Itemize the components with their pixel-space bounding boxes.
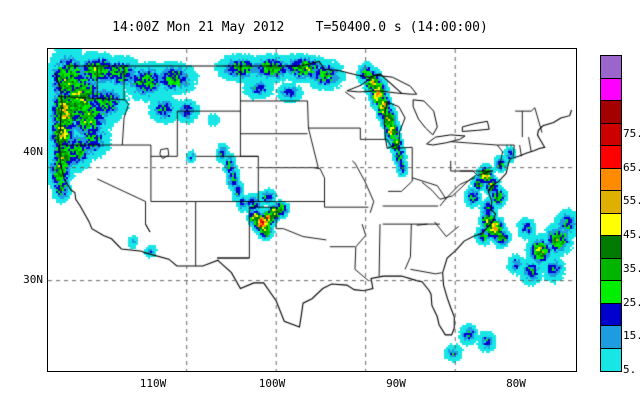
colorbar-band-45[interactable]: [601, 191, 621, 214]
map-plot-area[interactable]: [47, 48, 577, 372]
colorbar-label-35: 35.: [623, 261, 640, 275]
colorbar-labels: 5. 15. 25. 35. 45. 55. 65. 75.: [623, 46, 640, 386]
colorbar-band-10[interactable]: [601, 348, 621, 371]
colorbar-band-65[interactable]: [601, 101, 621, 124]
lat-tick-40n: 40N: [23, 145, 43, 158]
colorbar-band-20[interactable]: [601, 303, 621, 326]
colorbar-label-45: 45.: [623, 228, 640, 241]
lat-tick-30n: 30N: [23, 273, 43, 286]
colorbar-band-60[interactable]: [601, 123, 621, 146]
colorbar-band-25[interactable]: [601, 281, 621, 304]
colorbar-label-5: 5.: [623, 363, 637, 376]
colorbar-label-65: 65.: [623, 160, 640, 174]
lon-tick-110w: 110W: [139, 377, 167, 390]
colorbar-band-70[interactable]: [601, 78, 621, 101]
lon-tick-80w: 80W: [506, 377, 526, 390]
page-title: 14:00Z Mon 21 May 2012 T=50400.0 s (14:0…: [112, 20, 488, 35]
colorbar-band-30[interactable]: [601, 258, 621, 281]
colorbar-band-55[interactable]: [601, 146, 621, 169]
colorbar-label-55: 55.: [623, 194, 640, 208]
radar-reflectivity-canvas: [48, 49, 576, 371]
colorbar-label-25: 25.: [623, 295, 640, 309]
colorbar-band-40[interactable]: [601, 213, 621, 236]
colorbar[interactable]: [600, 55, 622, 372]
colorbar-band-35[interactable]: [601, 236, 621, 259]
lon-tick-100w: 100W: [258, 377, 286, 390]
colorbar-label-15: 15.: [623, 329, 640, 343]
colorbar-label-75: 75.: [623, 126, 640, 140]
lon-tick-90w: 90W: [386, 377, 406, 390]
colorbar-band-50[interactable]: [601, 168, 621, 191]
colorbar-band-15[interactable]: [601, 326, 621, 349]
colorbar-band-75[interactable]: [601, 56, 621, 79]
